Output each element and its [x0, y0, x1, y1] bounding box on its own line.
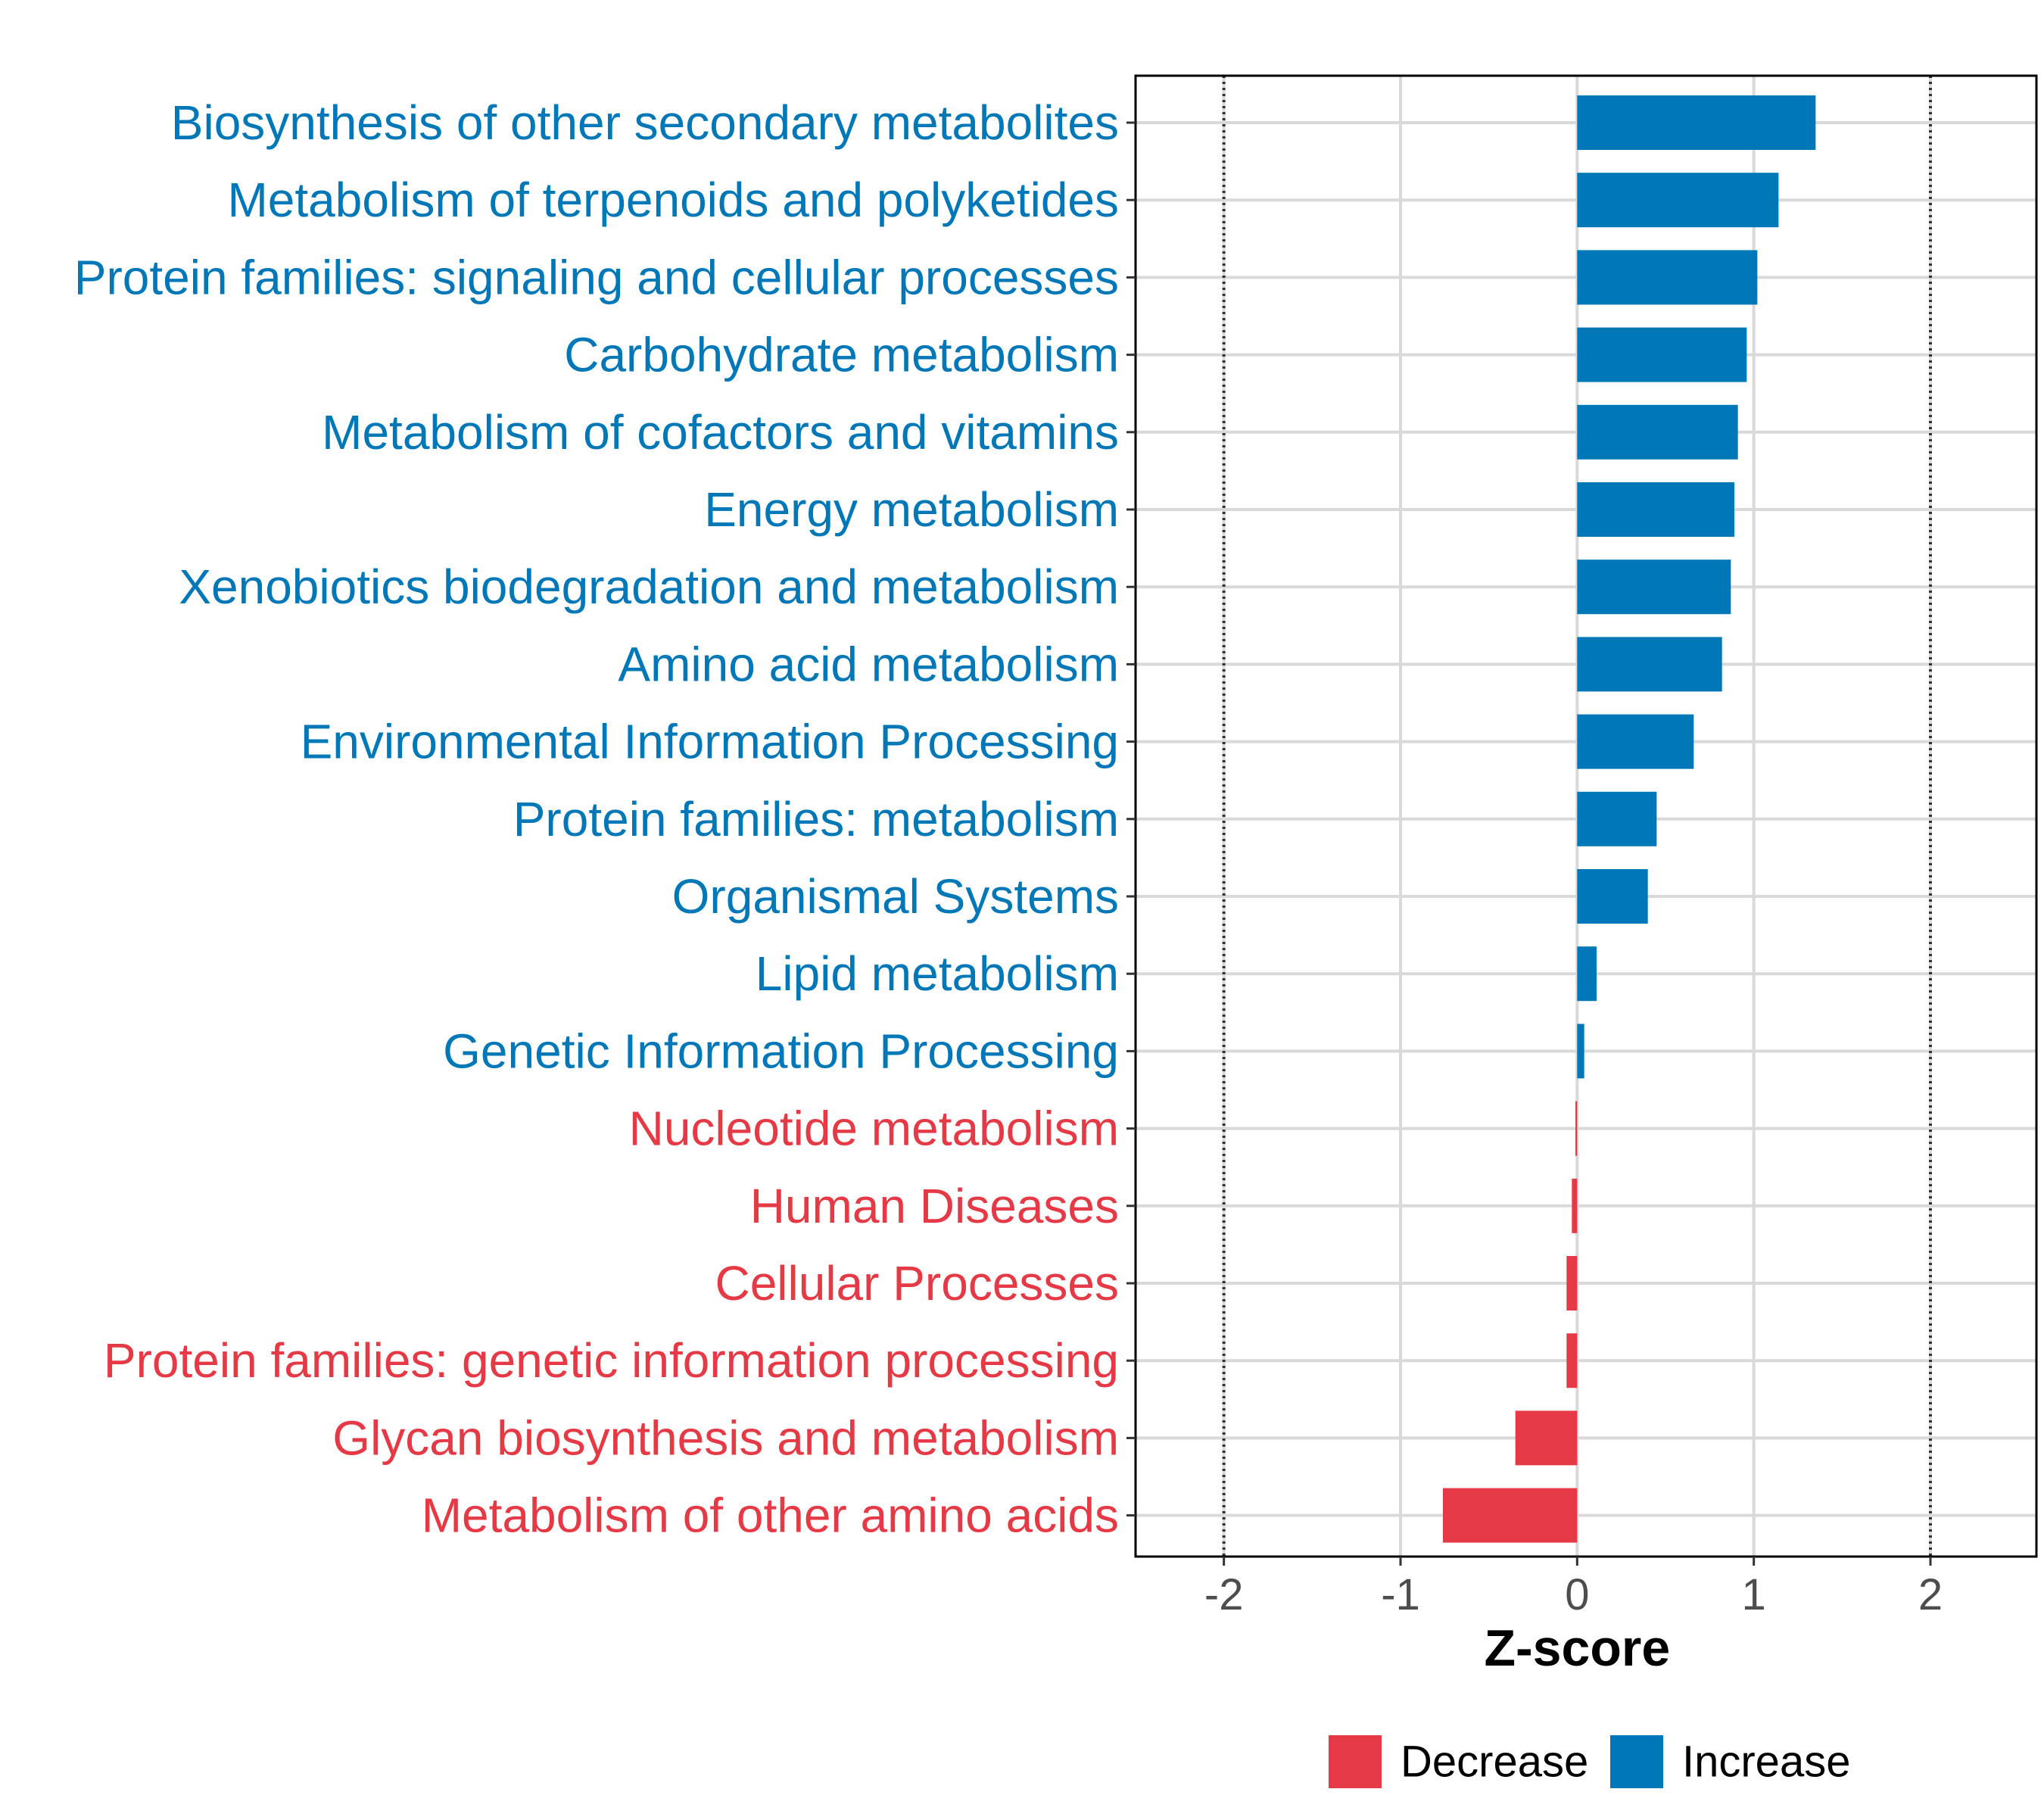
category-label: Cellular Processes [715, 1256, 1119, 1311]
bar [1577, 173, 1779, 228]
legend: Decrease Increase [1329, 1735, 1850, 1788]
x-tick-label: 2 [1918, 1570, 1943, 1619]
x-tick-label: -2 [1204, 1570, 1244, 1619]
category-label: Protein families: genetic information pr… [104, 1333, 1119, 1388]
bar [1577, 714, 1694, 769]
bar [1577, 1024, 1584, 1079]
bar [1577, 250, 1758, 305]
legend-swatch-decrease [1329, 1735, 1382, 1788]
bar [1515, 1410, 1578, 1466]
bar [1575, 1101, 1578, 1156]
legend-swatch-increase [1610, 1735, 1663, 1788]
bar [1577, 559, 1731, 615]
category-label: Metabolism of terpenoids and polyketides [227, 173, 1119, 227]
x-tick-label: 1 [1742, 1570, 1766, 1619]
category-label: Metabolism of other amino acids [422, 1488, 1119, 1543]
category-label: Amino acid metabolism [618, 637, 1119, 691]
x-tick-label: 0 [1565, 1570, 1589, 1619]
bar [1566, 1333, 1578, 1388]
category-label: Nucleotide metabolism [629, 1102, 1119, 1156]
bar [1577, 482, 1734, 537]
legend-label-decrease: Decrease [1401, 1738, 1588, 1787]
x-axis-ticks: -2 -1 0 1 2 [1204, 1557, 1943, 1619]
category-label: Biosynthesis of other secondary metaboli… [171, 95, 1119, 150]
bar [1572, 1178, 1578, 1233]
bar [1566, 1256, 1578, 1311]
category-label: Organismal Systems [672, 869, 1119, 924]
category-label: Carbohydrate metabolism [564, 328, 1119, 382]
y-axis-ticks [1126, 121, 1136, 1517]
category-label: Protein families: signaling and cellular… [74, 250, 1119, 304]
category-label: Genetic Information Processing [443, 1024, 1119, 1078]
x-axis-title: Z-score [1485, 1619, 1671, 1677]
bar [1443, 1488, 1578, 1543]
bar [1577, 791, 1657, 846]
bar [1577, 946, 1597, 1002]
category-label: Human Diseases [750, 1179, 1119, 1233]
bar [1577, 637, 1722, 692]
bar [1577, 869, 1648, 924]
category-label: Energy metabolism [704, 482, 1119, 537]
category-label: Glycan biosynthesis and metabolism [332, 1410, 1119, 1465]
category-label: Xenobiotics biodegradation and metabolis… [179, 559, 1119, 614]
reference-lines [1222, 76, 1932, 1557]
bar [1577, 95, 1816, 150]
x-tick-label: -1 [1381, 1570, 1420, 1619]
category-label: Protein families: metabolism [513, 792, 1119, 846]
category-label: Metabolism of cofactors and vitamins [322, 405, 1119, 460]
category-label: Environmental Information Processing [301, 715, 1119, 769]
category-label: Lipid metabolism [756, 946, 1119, 1001]
y-axis-category-labels: Biosynthesis of other secondary metaboli… [74, 95, 1119, 1543]
bar [1577, 404, 1738, 460]
plot-panel-border [1134, 74, 2038, 1558]
bar [1577, 327, 1747, 382]
bars [1443, 95, 1816, 1543]
legend-label-increase: Increase [1682, 1738, 1850, 1787]
